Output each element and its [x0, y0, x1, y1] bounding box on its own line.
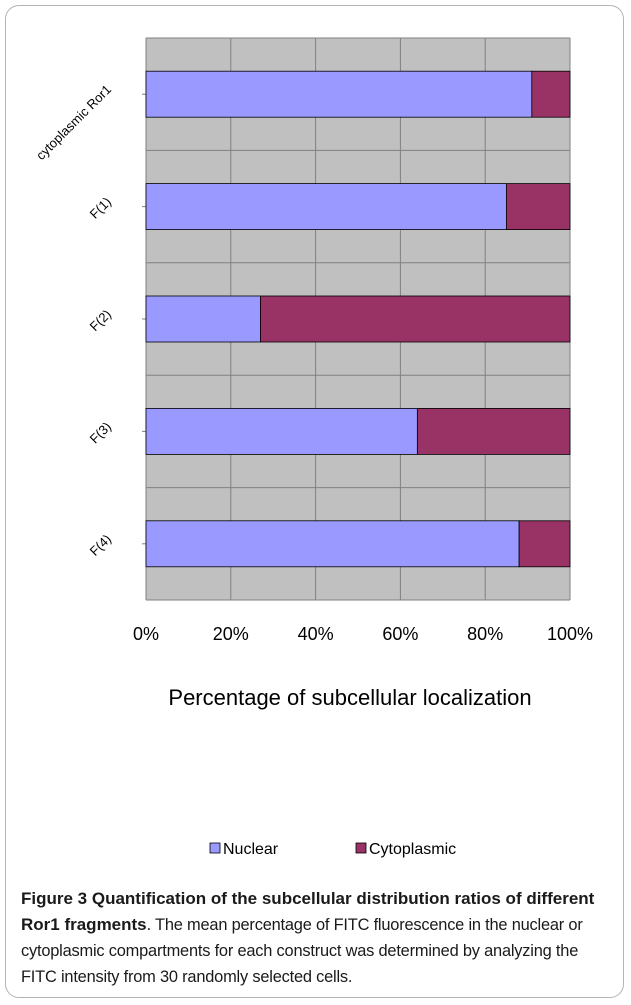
bar-cytoplasmic-4 [518, 520, 571, 568]
bar-nuclear-4 [145, 520, 520, 568]
y-tick-label: F(4) [87, 531, 114, 558]
x-tick-label: 20% [213, 624, 249, 644]
x-tick-label: 100% [547, 624, 593, 644]
x-tick-label: 80% [467, 624, 503, 644]
x-axis-label: Percentage of subcellular localization [168, 685, 531, 710]
legend-swatch-cytoplasmic [355, 842, 367, 854]
bar-nuclear-2 [145, 295, 261, 343]
stacked-bar-chart: cytoplasmic Ror1 F(1) F(2) F(3) F(4) 0% 20% 40… [33, 37, 593, 858]
caption-title: Quantification of the subcellular distri… [21, 889, 595, 934]
y-axis-labels: cytoplasmic Ror1 F(1) F(2) F(3) F(4) [33, 82, 114, 559]
bar-cytoplasmic-0 [531, 70, 571, 118]
caption-label: Figure 3 [21, 889, 88, 908]
legend: Nuclear Cytoplasmic [209, 841, 456, 858]
bars [145, 70, 571, 568]
y-tick-label: F(2) [87, 307, 114, 334]
caption-text: . The mean percentage of FITC fluorescen… [21, 916, 583, 986]
bar-nuclear-1 [145, 183, 507, 231]
bar-cytoplasmic-1 [505, 183, 571, 231]
legend-label-cytoplasmic: Cytoplasmic [369, 841, 456, 858]
y-tick-label: F(1) [87, 194, 114, 221]
x-tick-label: 0% [133, 624, 159, 644]
x-tick-label: 40% [298, 624, 334, 644]
y-tick-label: F(3) [87, 419, 114, 446]
bar-nuclear-3 [145, 407, 418, 455]
y-tick-label: cytoplasmic Ror1 [33, 82, 114, 163]
bar-nuclear-0 [145, 70, 533, 118]
x-axis-ticks: 0% 20% 40% 60% 80% 100% [133, 624, 593, 644]
bar-cytoplasmic-2 [260, 295, 571, 343]
bar-cytoplasmic-3 [416, 407, 571, 455]
figure-frame [5, 5, 624, 998]
figure-caption: Figure 3 Quantification of the subcellul… [21, 886, 611, 990]
legend-label-nuclear: Nuclear [223, 841, 279, 858]
gridlines [142, 37, 571, 601]
legend-swatch-nuclear [209, 842, 221, 854]
x-tick-label: 60% [382, 624, 418, 644]
